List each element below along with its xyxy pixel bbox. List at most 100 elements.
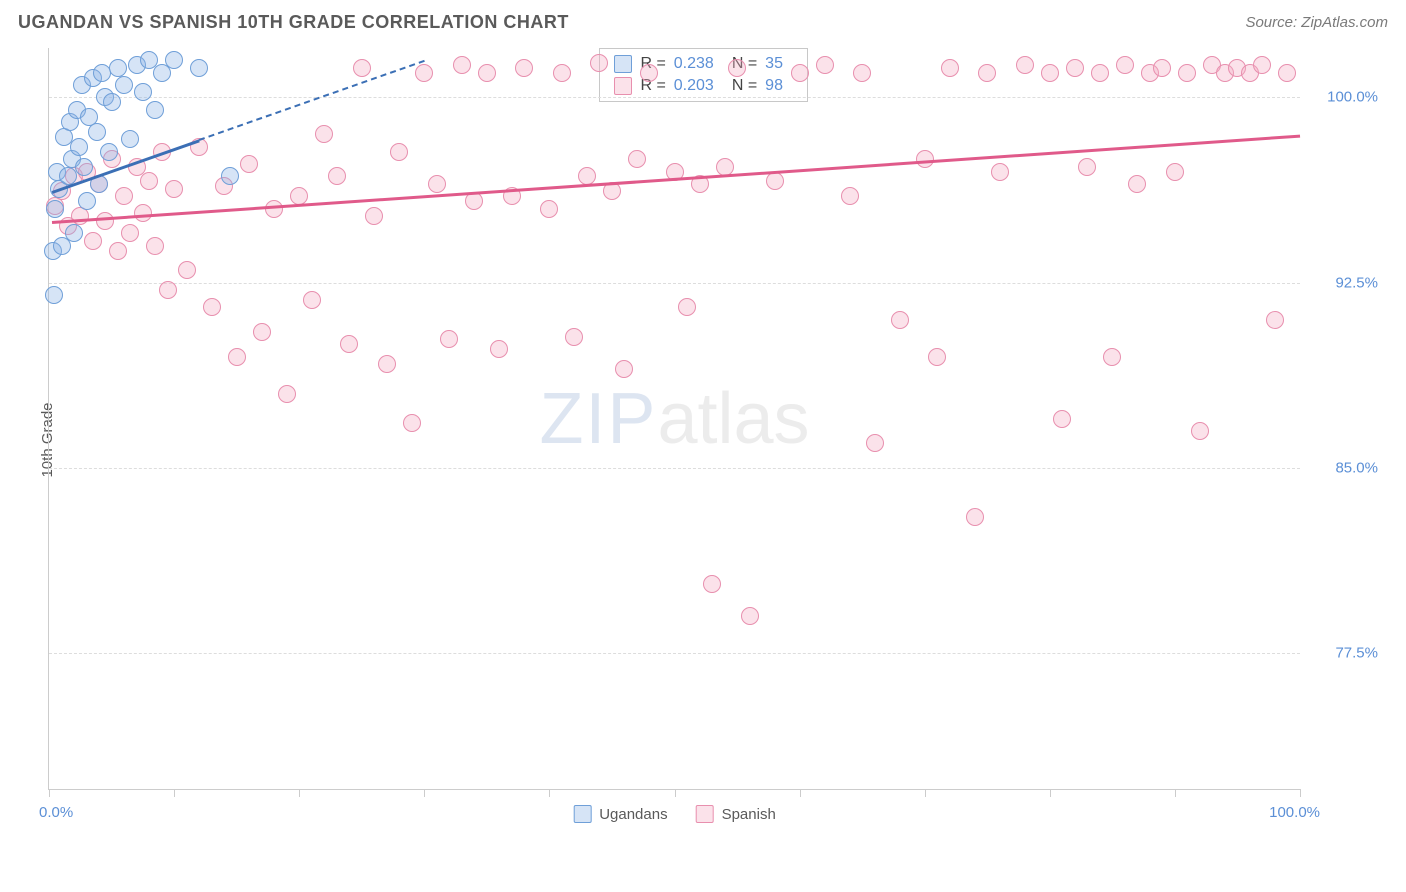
data-point-spanish: [741, 607, 759, 625]
data-point-spanish: [540, 200, 558, 218]
swatch-ugandan: [573, 805, 591, 823]
data-point-ugandan: [78, 192, 96, 210]
x-tick: [800, 789, 801, 797]
data-point-spanish: [565, 328, 583, 346]
data-point-spanish: [853, 64, 871, 82]
gridline: [49, 97, 1300, 98]
x-tick: [174, 789, 175, 797]
x-tick: [1050, 789, 1051, 797]
source-label: Source: ZipAtlas.com: [1245, 14, 1388, 31]
data-point-spanish: [146, 237, 164, 255]
data-point-spanish: [1066, 59, 1084, 77]
data-point-spanish: [165, 180, 183, 198]
watermark-atlas: atlas: [657, 379, 809, 459]
data-point-spanish: [403, 414, 421, 432]
data-point-ugandan: [45, 286, 63, 304]
data-point-spanish: [140, 172, 158, 190]
data-point-spanish: [478, 64, 496, 82]
y-tick-label: 100.0%: [1308, 89, 1378, 106]
data-point-ugandan: [46, 200, 64, 218]
data-point-ugandan: [115, 76, 133, 94]
data-point-spanish: [365, 207, 383, 225]
data-point-spanish: [203, 298, 221, 316]
data-point-spanish: [766, 172, 784, 190]
data-point-spanish: [728, 59, 746, 77]
x-axis-max-label: 100.0%: [1269, 804, 1320, 821]
data-point-spanish: [109, 242, 127, 260]
data-point-spanish: [1041, 64, 1059, 82]
data-point-ugandan: [65, 224, 83, 242]
x-tick: [424, 789, 425, 797]
data-point-spanish: [941, 59, 959, 77]
data-point-spanish: [340, 335, 358, 353]
data-point-spanish: [866, 434, 884, 452]
data-point-spanish: [1103, 348, 1121, 366]
data-point-spanish: [415, 64, 433, 82]
data-point-spanish: [303, 291, 321, 309]
data-point-spanish: [315, 125, 333, 143]
data-point-spanish: [1053, 410, 1071, 428]
data-point-spanish: [966, 508, 984, 526]
data-point-spanish: [1091, 64, 1109, 82]
data-point-spanish: [453, 56, 471, 74]
data-point-ugandan: [88, 123, 106, 141]
data-point-ugandan: [134, 83, 152, 101]
data-point-spanish: [353, 59, 371, 77]
x-tick: [549, 789, 550, 797]
correlation-legend: R = 0.238 N = 35 R = 0.203 N = 98: [599, 48, 808, 102]
data-point-spanish: [1016, 56, 1034, 74]
data-point-spanish: [1266, 311, 1284, 329]
data-point-ugandan: [190, 59, 208, 77]
data-point-spanish: [1078, 158, 1096, 176]
data-point-spanish: [121, 224, 139, 242]
data-point-spanish: [991, 163, 1009, 181]
chart-title: UGANDAN VS SPANISH 10TH GRADE CORRELATIO…: [18, 12, 569, 33]
legend-item-ugandan: Ugandans: [573, 805, 667, 823]
data-point-spanish: [96, 212, 114, 230]
data-point-spanish: [440, 330, 458, 348]
y-tick-label: 92.5%: [1308, 274, 1378, 291]
data-point-spanish: [553, 64, 571, 82]
data-point-spanish: [1253, 56, 1271, 74]
n-prefix: N =: [732, 77, 757, 95]
chart-header: UGANDAN VS SPANISH 10TH GRADE CORRELATIO…: [0, 0, 1406, 41]
data-point-spanish: [115, 187, 133, 205]
plot-area: ZIPatlas R = 0.238 N = 35 R = 0.203 N = …: [48, 48, 1300, 790]
swatch-ugandan: [614, 55, 632, 73]
data-point-spanish: [640, 64, 658, 82]
legend-label-ugandan: Ugandans: [599, 806, 667, 823]
data-point-spanish: [465, 192, 483, 210]
data-point-spanish: [390, 143, 408, 161]
data-point-spanish: [791, 64, 809, 82]
x-axis-min-label: 0.0%: [39, 804, 73, 821]
x-tick: [925, 789, 926, 797]
data-point-spanish: [84, 232, 102, 250]
data-point-spanish: [891, 311, 909, 329]
data-point-spanish: [378, 355, 396, 373]
data-point-spanish: [1278, 64, 1296, 82]
data-point-spanish: [1178, 64, 1196, 82]
data-point-ugandan: [221, 167, 239, 185]
data-point-spanish: [515, 59, 533, 77]
x-tick: [675, 789, 676, 797]
data-point-spanish: [978, 64, 996, 82]
legend-row-spanish: R = 0.203 N = 98: [600, 75, 807, 97]
y-tick-label: 85.0%: [1308, 459, 1378, 476]
data-point-spanish: [703, 575, 721, 593]
data-point-spanish: [928, 348, 946, 366]
data-point-spanish: [178, 261, 196, 279]
swatch-spanish: [614, 77, 632, 95]
legend-row-ugandan: R = 0.238 N = 35: [600, 53, 807, 75]
swatch-spanish: [696, 805, 714, 823]
data-point-spanish: [490, 340, 508, 358]
watermark-zip: ZIP: [539, 379, 657, 459]
data-point-ugandan: [109, 59, 127, 77]
data-point-ugandan: [70, 138, 88, 156]
watermark: ZIPatlas: [539, 378, 809, 460]
trend-line-dash-ugandan: [199, 60, 425, 141]
data-point-ugandan: [121, 130, 139, 148]
data-point-spanish: [1128, 175, 1146, 193]
n-value-ugandan: 35: [765, 55, 783, 73]
data-point-spanish: [1166, 163, 1184, 181]
x-tick: [1300, 789, 1301, 797]
